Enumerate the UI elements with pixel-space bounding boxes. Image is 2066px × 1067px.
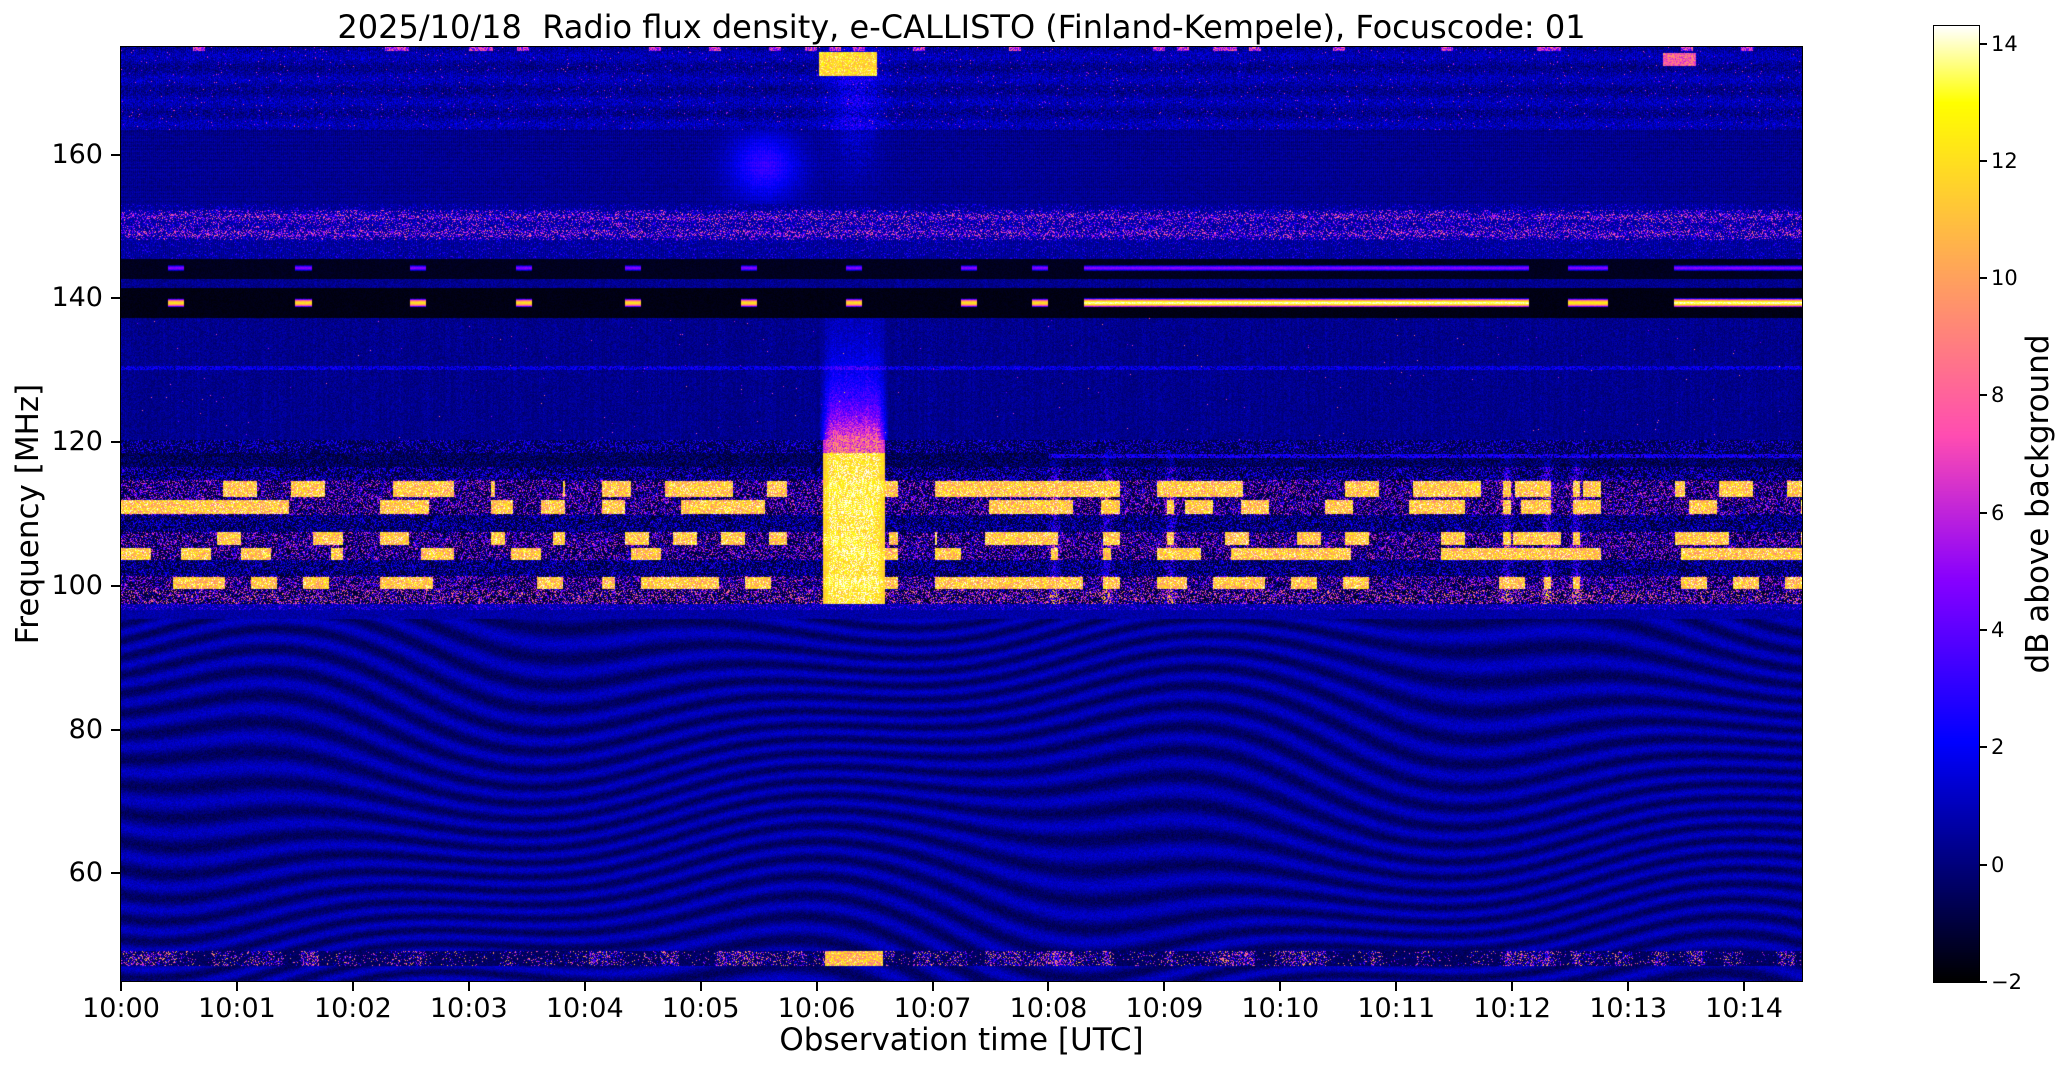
y-tick-mark — [111, 728, 121, 731]
x-tick-label: 10:06 — [777, 993, 856, 1024]
y-tick-label: 100 — [51, 569, 103, 601]
y-tick-label: 80 — [68, 713, 103, 745]
x-tick-mark — [1047, 981, 1050, 991]
colorbar-tick-mark — [1979, 42, 1987, 45]
x-tick-mark — [467, 981, 470, 991]
x-tick-label: 10:13 — [1589, 993, 1667, 1024]
colorbar-tick-mark — [1979, 981, 1987, 983]
colorbar-tick-mark — [1979, 159, 1987, 162]
x-tick-label: 10:12 — [1473, 993, 1552, 1024]
x-tick-mark — [815, 981, 818, 991]
colorbar-tick-mark — [1979, 629, 1987, 632]
x-tick-mark — [1743, 981, 1746, 991]
y-tick-mark — [111, 584, 121, 587]
colorbar-tick-label: 14 — [1991, 31, 2018, 56]
y-tick-mark — [111, 872, 121, 875]
x-tick-mark — [931, 981, 934, 991]
x-tick-mark — [583, 981, 586, 991]
x-tick-label: 10:05 — [661, 993, 740, 1024]
spectrogram-canvas — [120, 46, 1803, 982]
x-tick-mark — [235, 981, 238, 991]
colorbar-tick-label: 2 — [1991, 735, 2005, 760]
x-tick-mark — [351, 981, 354, 991]
x-tick-mark — [1279, 981, 1282, 991]
colorbar-tick-label: 0 — [1991, 852, 2005, 877]
colorbar-tick-label: −2 — [1991, 970, 2022, 994]
y-tick-label: 120 — [51, 426, 103, 458]
colorbar-tick-label: 6 — [1991, 500, 2005, 525]
colorbar-tick-mark — [1979, 394, 1987, 397]
x-tick-label: 10:08 — [1009, 993, 1088, 1024]
x-tick-label: 10:07 — [893, 993, 972, 1024]
y-tick-label: 140 — [51, 282, 103, 314]
colorbar-tick-label: 10 — [1991, 266, 2018, 291]
x-tick-label: 10:02 — [313, 993, 392, 1024]
x-tick-label: 10:04 — [545, 993, 624, 1024]
y-tick-mark — [111, 153, 121, 156]
x-tick-label: 10:09 — [1125, 993, 1204, 1024]
chart-title: 2025/10/18 Radio flux density, e-CALLIST… — [337, 8, 1586, 46]
x-tick-mark — [1511, 981, 1514, 991]
colorbar-canvas — [1933, 25, 1980, 983]
x-tick-label: 10:00 — [82, 993, 160, 1024]
y-tick-mark — [111, 441, 121, 444]
x-axis-label: Observation time [UTC] — [779, 1022, 1144, 1058]
colorbar-tick-mark — [1979, 863, 1987, 866]
colorbar-tick-label: 12 — [1991, 148, 2018, 173]
x-tick-label: 10:11 — [1357, 993, 1436, 1024]
x-tick-mark — [1395, 981, 1398, 991]
y-tick-label: 60 — [68, 857, 103, 889]
x-tick-mark — [699, 981, 702, 991]
colorbar-tick-mark — [1979, 511, 1987, 514]
x-tick-label: 10:03 — [429, 993, 508, 1024]
y-tick-mark — [111, 297, 121, 300]
x-tick-mark — [1627, 981, 1630, 991]
colorbar-tick-mark — [1979, 746, 1987, 749]
x-tick-label: 10:10 — [1241, 993, 1320, 1024]
y-axis-label: Frequency [MHz] — [10, 383, 46, 645]
x-tick-mark — [1163, 981, 1166, 991]
x-tick-mark — [120, 981, 122, 991]
colorbar-tick-label: 8 — [1991, 383, 2005, 408]
colorbar-tick-label: 4 — [1991, 618, 2005, 643]
y-tick-label: 160 — [51, 138, 103, 170]
x-tick-label: 10:14 — [1705, 993, 1783, 1024]
colorbar-tick-mark — [1979, 277, 1987, 280]
x-tick-label: 10:01 — [198, 993, 276, 1024]
